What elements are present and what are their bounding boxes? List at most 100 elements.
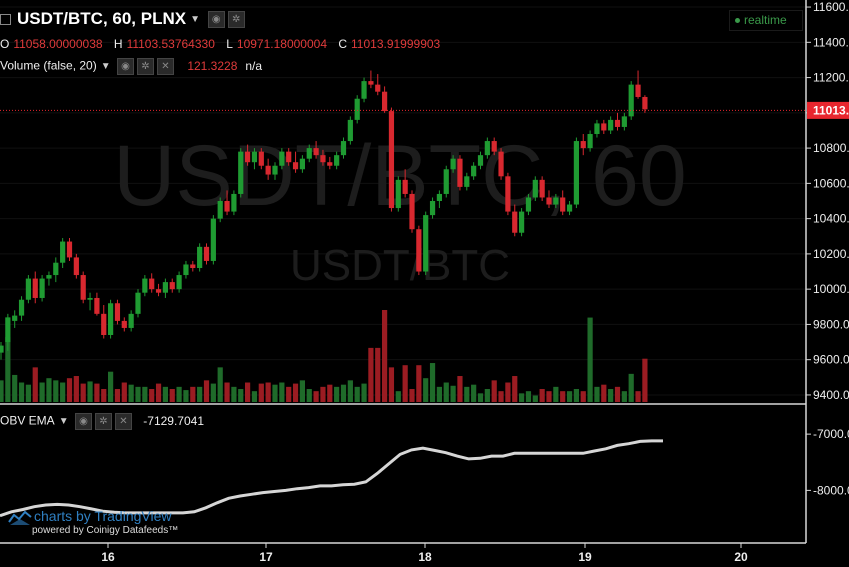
volume-bar bbox=[224, 382, 230, 402]
gear-icon[interactable]: ✲ bbox=[136, 58, 154, 75]
tradingview-logo-icon bbox=[8, 510, 32, 525]
volume-bar bbox=[334, 386, 340, 402]
volume-bar bbox=[395, 391, 401, 402]
candle-body bbox=[142, 278, 148, 293]
symbol-title[interactable]: USDT/BTC, 60, PLNX bbox=[17, 9, 187, 28]
candle-body bbox=[210, 218, 216, 261]
volume-bar bbox=[66, 378, 73, 402]
candle-body bbox=[354, 98, 360, 120]
collapse-box-icon[interactable] bbox=[0, 14, 11, 26]
volume-study-label[interactable]: Volume (false, 20) bbox=[0, 58, 97, 73]
volume-bar bbox=[621, 391, 627, 402]
realtime-label: realtime bbox=[744, 13, 787, 27]
gear-icon[interactable]: ✲ bbox=[94, 413, 112, 430]
volume-bar bbox=[5, 337, 11, 402]
volume-value: 121.3228 bbox=[187, 58, 238, 73]
price-tick-label: 10600.00 bbox=[813, 176, 849, 190]
candle-body bbox=[484, 141, 490, 156]
close-icon[interactable]: ✕ bbox=[114, 413, 132, 430]
volume-bar bbox=[135, 386, 141, 402]
obv-value: -7129.7041 bbox=[143, 413, 205, 428]
volume-bar bbox=[87, 381, 93, 402]
candle-body bbox=[87, 297, 93, 300]
close-value: 11013.91999903 bbox=[351, 37, 441, 51]
time-axis[interactable]: 16 17 18 19 20 bbox=[101, 543, 748, 564]
candle-body bbox=[566, 204, 573, 212]
time-tick-label: 16 bbox=[101, 550, 115, 564]
price-tick-label: 11600.00 bbox=[813, 0, 849, 14]
volume-bar bbox=[608, 389, 614, 402]
candle-body bbox=[197, 246, 203, 268]
volume-bar bbox=[53, 380, 59, 402]
volume-bar bbox=[382, 310, 388, 402]
candle-body bbox=[587, 134, 593, 149]
volume-bar bbox=[197, 386, 203, 402]
last-price-badge: 11013.91 bbox=[807, 101, 849, 119]
chevron-down-icon[interactable]: ▼ bbox=[100, 61, 111, 72]
candle-body bbox=[73, 257, 79, 276]
obv-study-label[interactable]: OBV EMA bbox=[0, 413, 55, 428]
volume-bar bbox=[361, 383, 367, 402]
volume-legend[interactable]: Volume (false, 20) ▼ ◉ ✲ ✕ 121.3228 n/a bbox=[0, 58, 262, 75]
volume-bar bbox=[231, 386, 237, 402]
candle-body bbox=[265, 165, 271, 175]
time-tick-label: 17 bbox=[259, 550, 273, 564]
candle-body bbox=[361, 81, 367, 99]
tradingview-branding[interactable]: charts by TradingView powered by Coinigy… bbox=[8, 508, 178, 536]
branding-title[interactable]: charts by TradingView bbox=[34, 508, 172, 524]
chevron-down-icon[interactable]: ▼ bbox=[58, 416, 69, 427]
obv-axis[interactable]: -7000.00 -8000.00 bbox=[806, 427, 849, 497]
volume-bar bbox=[238, 389, 244, 402]
close-label: C bbox=[338, 37, 348, 51]
eye-icon[interactable]: ◉ bbox=[74, 413, 92, 430]
volume-bar bbox=[375, 347, 381, 402]
candle-body bbox=[155, 289, 162, 293]
price-tick-label: 9800.00 bbox=[813, 317, 849, 331]
candle-body bbox=[18, 299, 25, 316]
volume-bar bbox=[251, 391, 258, 402]
candle-body bbox=[217, 201, 223, 219]
symbol-header[interactable]: USDT/BTC, 60, PLNX ▼ ◉ ✲ bbox=[0, 9, 245, 29]
candle-body bbox=[491, 141, 497, 152]
volume-bar bbox=[203, 380, 210, 402]
candle-body bbox=[519, 211, 525, 233]
volume-bar bbox=[642, 358, 648, 402]
candle-body bbox=[525, 197, 532, 212]
volume-bar bbox=[279, 382, 285, 402]
candle-body bbox=[121, 320, 127, 328]
obv-legend[interactable]: OBV EMA ▼ ◉ ✲ ✕ -7129.7041 bbox=[0, 413, 204, 430]
volume-bar bbox=[327, 384, 333, 402]
candle-body bbox=[621, 116, 627, 127]
obv-ema-line bbox=[0, 439, 663, 518]
candle-body bbox=[477, 155, 484, 166]
volume-bar bbox=[114, 389, 121, 402]
candle-body bbox=[471, 165, 477, 177]
candle-body bbox=[258, 151, 264, 166]
volume-bar bbox=[512, 376, 518, 402]
eye-icon[interactable]: ◉ bbox=[207, 11, 225, 29]
price-tick-label: 9600.00 bbox=[813, 353, 849, 367]
close-icon[interactable]: ✕ bbox=[156, 58, 174, 75]
realtime-indicator: realtime bbox=[735, 13, 787, 27]
candle-body bbox=[12, 315, 18, 321]
volume-bar bbox=[423, 378, 429, 402]
gear-icon[interactable]: ✲ bbox=[227, 11, 245, 29]
candle-body bbox=[101, 313, 107, 335]
candle-body bbox=[573, 141, 579, 205]
volume-bar bbox=[628, 373, 634, 402]
eye-icon[interactable]: ◉ bbox=[116, 58, 134, 75]
candle-body bbox=[423, 215, 429, 272]
price-tick-label: 10200.00 bbox=[813, 247, 849, 261]
candle-body bbox=[327, 162, 333, 166]
price-tick-label: 11400.00 bbox=[813, 35, 849, 49]
grid-lines bbox=[0, 6, 806, 396]
volume-bar bbox=[340, 384, 347, 402]
candle-body bbox=[80, 275, 86, 300]
candle-body bbox=[368, 81, 374, 85]
candle-body bbox=[279, 151, 285, 166]
candle-body bbox=[149, 278, 155, 290]
candle-body bbox=[299, 158, 305, 170]
chevron-down-icon[interactable]: ▼ bbox=[190, 14, 200, 26]
price-axis[interactable]: 9400.00 9600.00 9800.00 10000.00 10200.00 104… bbox=[806, 0, 849, 402]
